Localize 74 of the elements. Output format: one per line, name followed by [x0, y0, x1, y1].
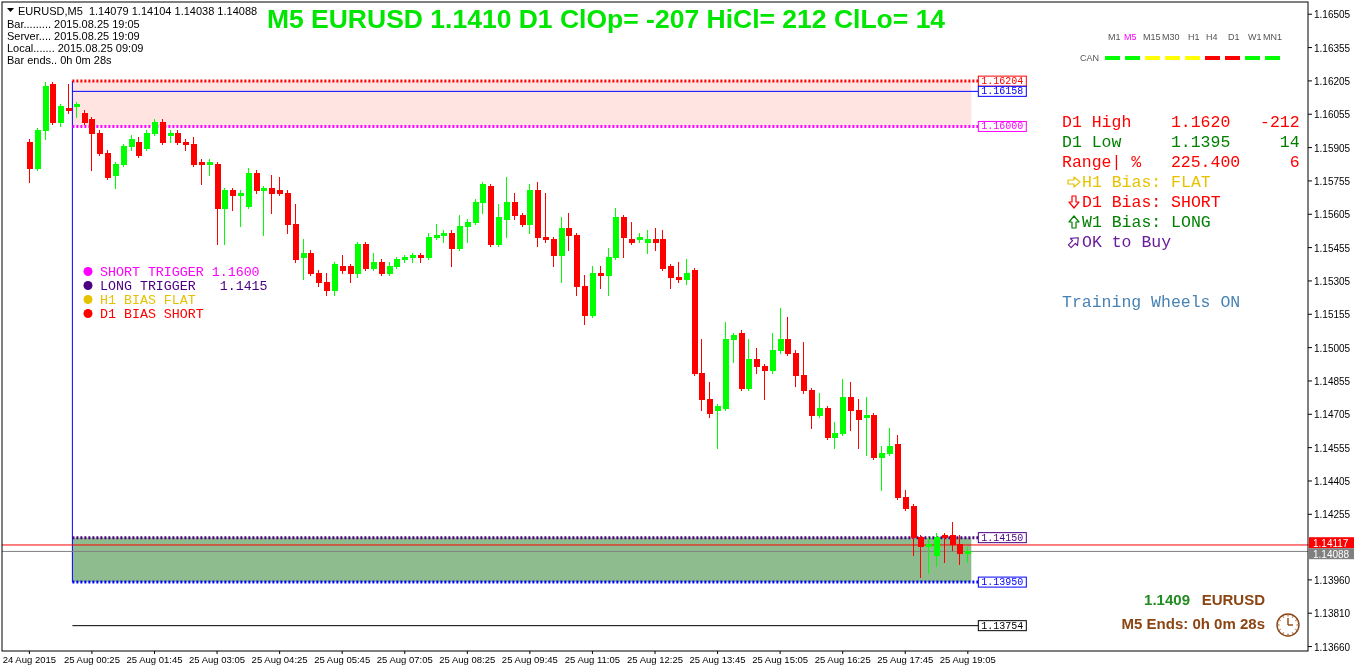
x-tick-label: 25 Aug 07:05	[376, 654, 433, 665]
annotation: M5	[1124, 32, 1137, 42]
annotation: H1	[1188, 32, 1200, 42]
annotation: EURUSD,M5 1.14079 1.14104 1.14038 1.14088	[18, 5, 258, 17]
y-tick-label: 1.14088	[1313, 548, 1350, 560]
y-tick-label: 1.15905	[1314, 142, 1351, 154]
annotation: D1	[1228, 32, 1240, 42]
y-tick-label: 1.14705	[1314, 408, 1351, 420]
ref-line-label: 1.16158	[981, 85, 1024, 97]
y-tick-label: 1.15005	[1314, 342, 1351, 354]
ref-line-label: 1.16204	[981, 75, 1024, 87]
y-tick-label: 1.15605	[1314, 208, 1351, 220]
x-tick-label: 25 Aug 11:05	[564, 654, 621, 665]
y-tick-label: 1.15305	[1314, 275, 1351, 287]
x-tick-label: 25 Aug 16:25	[814, 654, 871, 665]
y-tick-label: 1.16205	[1314, 75, 1351, 87]
x-tick-label: 25 Aug 00:25	[63, 654, 120, 665]
y-tick-label: 1.14255	[1314, 508, 1351, 520]
annotation: Local....... 2015.08.25 09:09	[7, 42, 144, 54]
annotation: LONG TRIGGER 1.1415	[100, 279, 268, 294]
annotation: Bar......... 2015.08.25 19:05	[7, 18, 140, 30]
x-tick-label: 25 Aug 05:45	[314, 654, 371, 665]
y-tick-label: 1.16505	[1314, 8, 1351, 20]
annotation: D1 Low 1.1395 14	[1062, 133, 1300, 152]
y-tick-label: 1.15155	[1314, 308, 1351, 320]
x-tick-label: 25 Aug 13:45	[689, 654, 746, 665]
x-tick-label: 25 Aug 08:25	[439, 654, 496, 665]
x-tick-label: 25 Aug 12:25	[627, 654, 683, 665]
annotation: MN1	[1263, 32, 1283, 42]
x-tick-label: 25 Aug 17:45	[877, 654, 934, 665]
annotation: M5 Ends: 0h 0m 28s	[1121, 615, 1265, 632]
annotation: D1 BIAS SHORT	[100, 307, 204, 322]
y-tick-label: 1.14855	[1314, 375, 1351, 387]
annotation: H4	[1206, 32, 1218, 42]
y-tick-label: 1.13810	[1314, 607, 1351, 619]
annotation: W1 Bias: LONG	[1082, 213, 1211, 232]
annotation: M30	[1162, 32, 1180, 42]
annotation: Server.... 2015.08.25 19:09	[7, 30, 140, 42]
x-tick-label: 25 Aug 09:45	[501, 654, 558, 665]
x-tick-label: 25 Aug 03:05	[189, 654, 246, 665]
annotation: H1 BIAS FLAT	[100, 293, 196, 308]
annotation: OK to Buy	[1082, 233, 1172, 252]
y-tick-label: 1.14405	[1314, 475, 1351, 487]
y-tick-label: 1.14555	[1314, 442, 1351, 454]
ref-line-label: 1.14150	[981, 532, 1024, 544]
annotation: H1 Bias: FLAT	[1082, 173, 1211, 192]
x-tick-label: 25 Aug 04:25	[251, 654, 308, 665]
annotation: M1	[1108, 32, 1121, 42]
y-tick-label: 1.16355	[1314, 42, 1351, 54]
annotation: W1	[1248, 32, 1262, 42]
annotation: 1.1409	[1144, 591, 1190, 608]
ref-line-label: 1.16000	[981, 120, 1024, 132]
annotation: Bar ends.. 0h 0m 28s	[7, 54, 113, 66]
y-tick-label: 1.15455	[1314, 242, 1351, 254]
annotation: CAN	[1080, 53, 1100, 63]
annotation: M15	[1143, 32, 1161, 42]
ref-line-label: 1.13950	[981, 576, 1024, 588]
y-tick-label: 1.14117	[1313, 537, 1349, 549]
y-tick-label: 1.15755	[1314, 175, 1351, 187]
y-tick-label: 1.13660	[1314, 641, 1351, 653]
y-tick-label: 1.16055	[1314, 108, 1351, 120]
annotation: D1 High 1.1620 -212	[1062, 113, 1300, 132]
annotation: SHORT TRIGGER 1.1600	[100, 265, 260, 280]
chart-title: M5 EURUSD 1.1410 D1 ClOp= -207 HiCl= 212 ClLo= 14	[266, 4, 946, 34]
y-tick-label: 1.13960	[1314, 574, 1351, 586]
x-tick-label: 25 Aug 15:05	[752, 654, 809, 665]
x-tick-label: 25 Aug 19:05	[939, 654, 996, 665]
annotation: Training Wheels ON	[1062, 293, 1241, 312]
x-tick-label: 25 Aug 01:45	[126, 654, 183, 665]
annotation: EURUSD	[1201, 591, 1266, 608]
annotation: Range| % 225.400 6	[1062, 153, 1300, 172]
annotation: D1 Bias: SHORT	[1082, 193, 1221, 212]
x-tick-label: 24 Aug 2015	[2, 654, 57, 665]
ref-line-label: 1.13754	[981, 620, 1024, 632]
